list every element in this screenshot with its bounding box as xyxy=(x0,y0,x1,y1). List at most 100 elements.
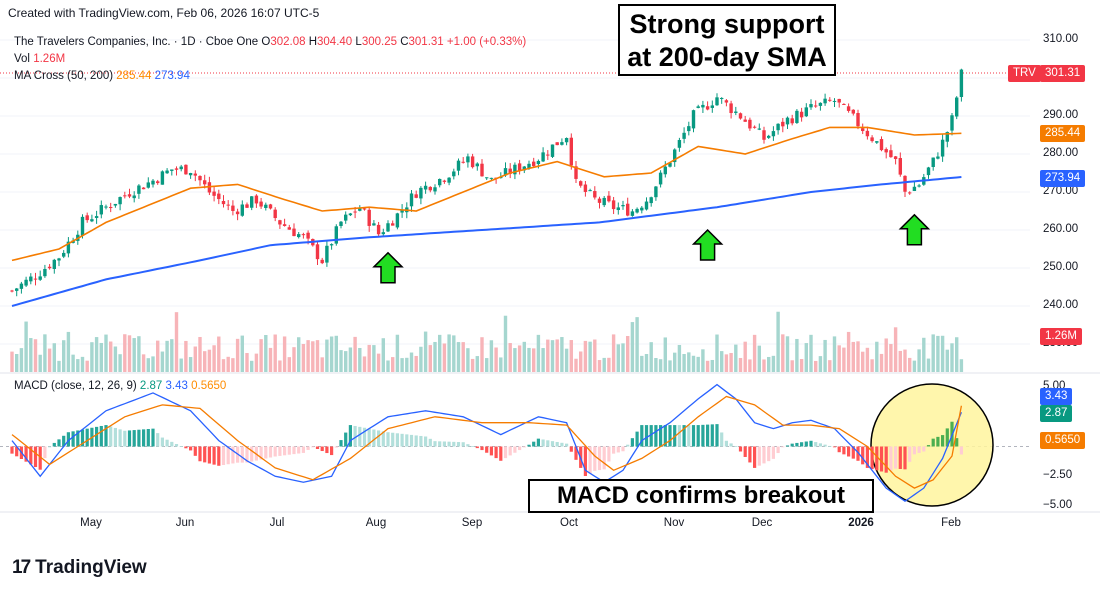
volume-bar xyxy=(358,347,362,372)
macd-hist-bar xyxy=(156,433,160,447)
volume-bar xyxy=(395,334,400,372)
candle-body xyxy=(461,161,465,163)
candle xyxy=(508,163,512,179)
volume-label[interactable]: Vol xyxy=(14,53,30,65)
candle xyxy=(85,212,89,223)
candle-body xyxy=(781,121,785,127)
macd-hist-bar xyxy=(677,425,681,447)
candle-body xyxy=(879,139,884,151)
candle-body xyxy=(818,102,823,106)
macd-hist-bar xyxy=(753,446,757,468)
volume-bar xyxy=(400,358,404,372)
ma-cross-label[interactable]: MA Cross (50, 200) xyxy=(14,70,114,82)
volume-bar xyxy=(593,339,597,372)
volume-bar xyxy=(922,337,926,372)
candle-body xyxy=(569,137,573,166)
candle xyxy=(870,135,874,143)
candle-body xyxy=(527,163,531,169)
volume-bar xyxy=(320,357,324,372)
volume-bar xyxy=(160,351,165,372)
candle xyxy=(654,186,658,201)
candle-body xyxy=(814,105,818,107)
candle xyxy=(917,183,921,188)
volume-bar xyxy=(832,336,837,372)
candle-body xyxy=(837,98,841,103)
symbol-title[interactable]: The Travelers Companies, Inc. · 1D · Cbo… xyxy=(14,36,259,48)
candle xyxy=(268,203,273,210)
candle-body xyxy=(630,211,635,216)
candle xyxy=(541,147,545,162)
candle-body xyxy=(560,142,564,145)
volume-bar xyxy=(912,360,917,372)
macd-hist-bar xyxy=(546,440,550,447)
macd-hist-bar xyxy=(602,446,606,470)
candle-body xyxy=(940,139,945,157)
candle-body xyxy=(179,166,183,170)
volume-bar xyxy=(503,315,508,372)
candle-body xyxy=(959,69,964,98)
volume-bar xyxy=(893,327,898,372)
macd-hist-bar xyxy=(790,443,794,447)
macd-hist-bar xyxy=(842,446,846,455)
candle-body xyxy=(691,110,696,129)
volume-bar xyxy=(776,311,780,372)
macd-hist-bar xyxy=(922,446,926,452)
candle xyxy=(931,157,935,171)
volume-bar xyxy=(597,360,602,372)
candle-body xyxy=(846,106,851,111)
candle xyxy=(433,184,437,195)
macd-hist-bar xyxy=(250,446,254,462)
macd-hist-bar xyxy=(480,446,484,451)
candle xyxy=(99,200,103,219)
candle xyxy=(160,170,165,185)
time-tick-label: Oct xyxy=(560,517,578,529)
macd-hist-bar xyxy=(320,446,324,452)
candle xyxy=(273,207,277,222)
candle-body xyxy=(442,180,447,182)
macd-hist-bar xyxy=(513,446,517,453)
macd-hist-bar xyxy=(38,446,42,470)
candle xyxy=(391,220,395,226)
volume-bar xyxy=(414,355,418,372)
candle-body xyxy=(893,156,898,160)
candle-body xyxy=(52,259,56,269)
macd-hist-bar xyxy=(386,432,390,447)
volume-bar xyxy=(217,336,221,372)
candle xyxy=(113,203,118,208)
macd-hist-bar xyxy=(785,445,790,447)
ma50-line xyxy=(11,126,962,262)
candle xyxy=(212,186,216,202)
signal-line xyxy=(11,395,963,489)
volume-bar xyxy=(950,343,954,372)
candle xyxy=(856,109,860,130)
volume-bar xyxy=(386,360,390,372)
candle xyxy=(884,147,888,159)
candle xyxy=(517,159,522,175)
candle-body xyxy=(701,104,705,108)
volume-bar xyxy=(184,340,188,372)
candle-body xyxy=(409,193,414,207)
candle xyxy=(184,164,188,175)
volume-bar xyxy=(104,334,108,372)
volume-bar xyxy=(466,348,470,372)
candle-body xyxy=(165,170,169,174)
close-label: C xyxy=(400,36,409,48)
macd-label[interactable]: MACD (close, 12, 26, 9) xyxy=(14,380,137,392)
macd-hist-bar xyxy=(936,436,940,447)
support-callout-line2: at 200-day SMA xyxy=(627,42,827,72)
volume-bar xyxy=(113,346,118,372)
candle xyxy=(602,196,606,208)
candle-body xyxy=(851,109,855,114)
candle xyxy=(452,168,456,180)
volume-bar xyxy=(720,351,724,372)
volume-bar xyxy=(517,345,522,372)
ma50-value: 285.44 xyxy=(116,70,152,82)
candle xyxy=(109,202,113,213)
volume-bar xyxy=(33,339,38,372)
time-tick-label: May xyxy=(80,517,102,529)
candle-body xyxy=(771,131,776,137)
macd-hist-bar xyxy=(518,446,522,451)
macd-hist-bar xyxy=(837,446,841,453)
candle xyxy=(630,209,635,217)
candle-body xyxy=(160,171,165,185)
